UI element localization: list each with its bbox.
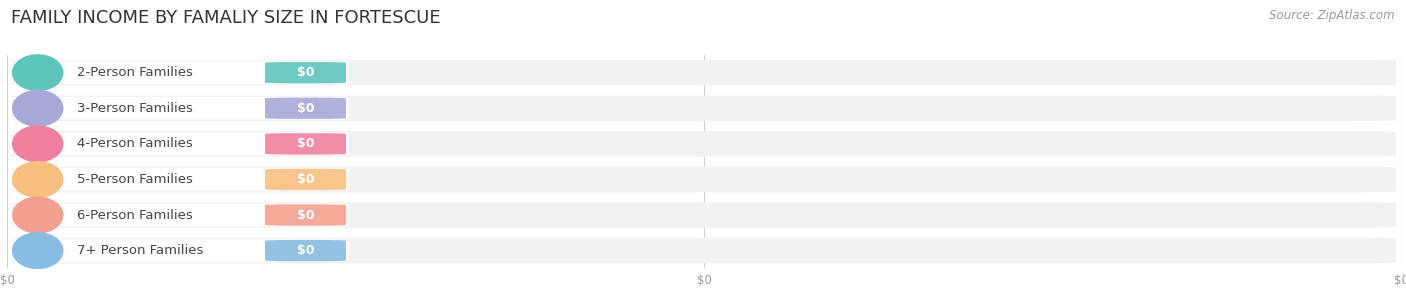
Text: $0: $0 (297, 209, 315, 221)
FancyBboxPatch shape (13, 95, 1396, 121)
Text: $0: $0 (297, 102, 315, 115)
FancyBboxPatch shape (266, 98, 346, 119)
FancyBboxPatch shape (14, 168, 349, 191)
Ellipse shape (13, 91, 63, 126)
Text: FAMILY INCOME BY FAMALIY SIZE IN FORTESCUE: FAMILY INCOME BY FAMALIY SIZE IN FORTESC… (11, 9, 441, 27)
Ellipse shape (13, 55, 63, 91)
Text: 5-Person Families: 5-Person Families (77, 173, 193, 186)
FancyBboxPatch shape (14, 97, 349, 120)
FancyBboxPatch shape (13, 238, 1396, 264)
FancyBboxPatch shape (266, 62, 346, 83)
FancyBboxPatch shape (14, 132, 349, 155)
FancyBboxPatch shape (14, 61, 349, 84)
Ellipse shape (13, 126, 63, 162)
FancyBboxPatch shape (266, 204, 346, 226)
Text: Source: ZipAtlas.com: Source: ZipAtlas.com (1270, 9, 1395, 22)
Text: $0: $0 (297, 137, 315, 150)
Text: 6-Person Families: 6-Person Families (77, 209, 193, 221)
FancyBboxPatch shape (13, 202, 1396, 228)
FancyBboxPatch shape (14, 239, 349, 262)
Ellipse shape (13, 233, 63, 268)
Text: $0: $0 (297, 244, 315, 257)
FancyBboxPatch shape (14, 204, 349, 226)
Text: $0: $0 (297, 66, 315, 79)
FancyBboxPatch shape (266, 133, 346, 155)
FancyBboxPatch shape (266, 169, 346, 190)
FancyBboxPatch shape (13, 131, 1396, 157)
FancyBboxPatch shape (13, 167, 1396, 192)
FancyBboxPatch shape (13, 60, 1396, 85)
Ellipse shape (13, 197, 63, 233)
FancyBboxPatch shape (266, 240, 346, 261)
Text: 3-Person Families: 3-Person Families (77, 102, 193, 115)
Text: 7+ Person Families: 7+ Person Families (77, 244, 202, 257)
Text: $0: $0 (297, 173, 315, 186)
Text: 4-Person Families: 4-Person Families (77, 137, 193, 150)
Text: 2-Person Families: 2-Person Families (77, 66, 193, 79)
Ellipse shape (13, 162, 63, 197)
